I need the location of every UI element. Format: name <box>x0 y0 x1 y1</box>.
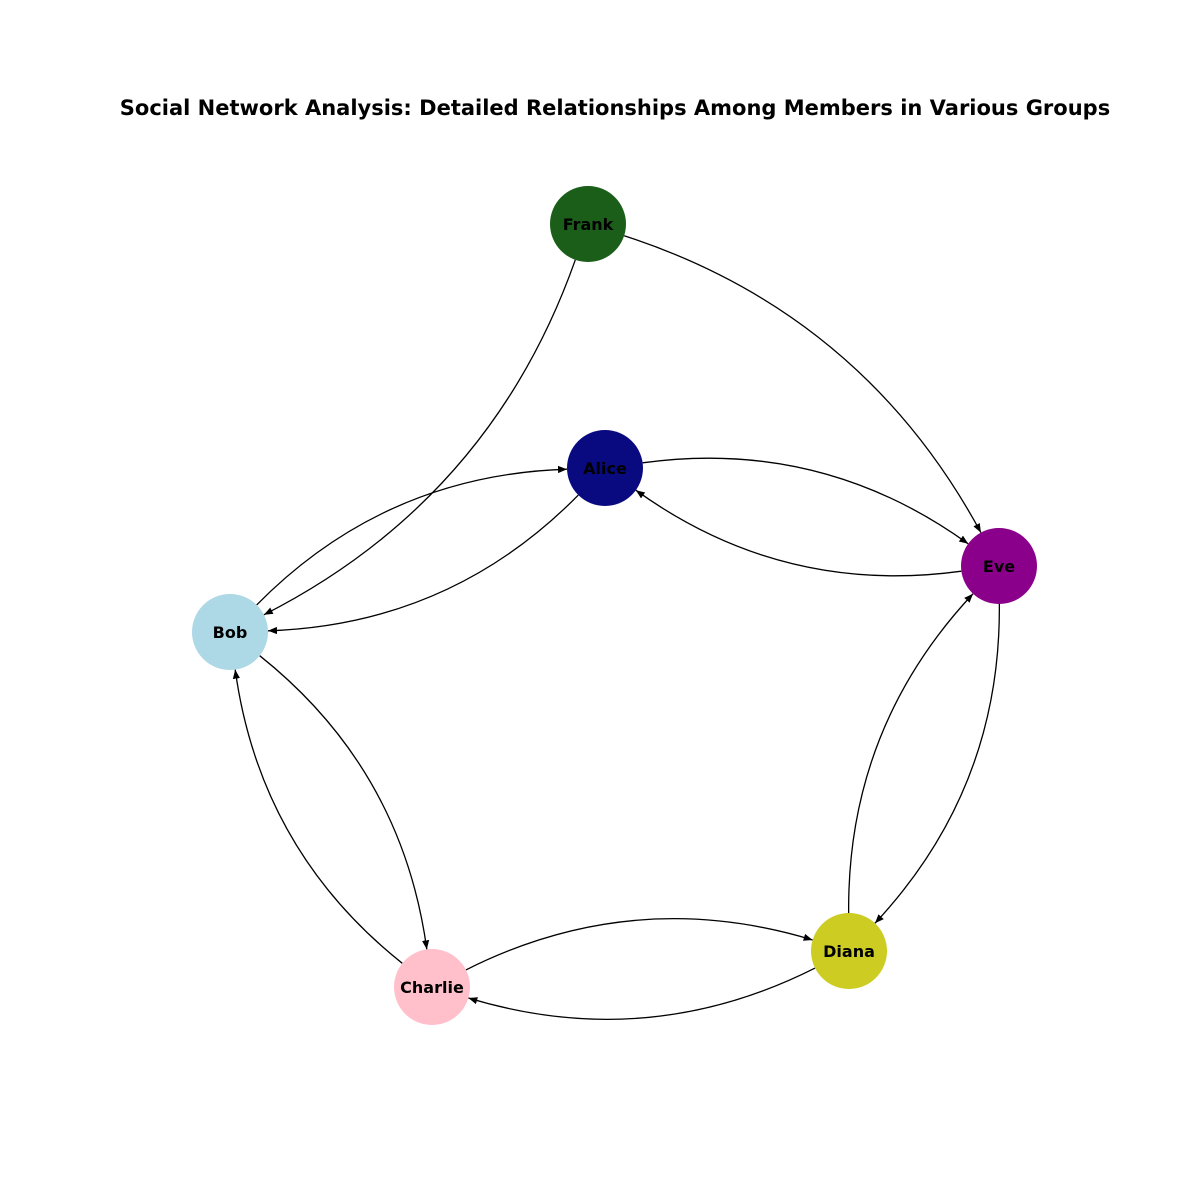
edge-charlie-to-diana <box>465 918 813 971</box>
edge-eve-to-diana <box>874 603 1000 924</box>
edge-diana-to-eve <box>848 593 974 914</box>
node-label-frank: Frank <box>563 215 614 234</box>
edge-frank-to-eve <box>623 235 982 533</box>
node-alice: Alice <box>567 430 643 506</box>
node-circle-bob <box>192 594 268 670</box>
edge-charlie-to-bob <box>232 669 403 964</box>
node-circle-alice <box>567 430 643 506</box>
edge-diana-to-charlie <box>468 967 816 1020</box>
edge-alice-to-eve <box>642 457 969 545</box>
node-circle-charlie <box>394 949 470 1025</box>
node-label-alice: Alice <box>583 459 627 478</box>
node-charlie: Charlie <box>394 949 470 1025</box>
node-bob: Bob <box>192 594 268 670</box>
node-label-bob: Bob <box>213 623 248 642</box>
node-diana: Diana <box>811 913 887 989</box>
edge-frank-to-bob <box>263 259 576 616</box>
node-label-eve: Eve <box>983 557 1015 576</box>
edge-alice-to-bob <box>267 494 579 635</box>
edge-bob-to-charlie <box>259 655 430 950</box>
node-frank: Frank <box>550 186 626 262</box>
node-label-charlie: Charlie <box>400 978 464 997</box>
edge-eve-to-alice <box>635 489 962 577</box>
nodes-layer: Frank Alice Eve Bob Charlie Diana <box>192 186 1037 1025</box>
node-eve: Eve <box>961 528 1037 604</box>
node-label-diana: Diana <box>823 942 875 961</box>
node-circle-diana <box>811 913 887 989</box>
node-circle-frank <box>550 186 626 262</box>
diagram-title: Social Network Analysis: Detailed Relati… <box>119 96 1111 120</box>
edge-bob-to-alice <box>256 465 568 606</box>
node-circle-eve <box>961 528 1037 604</box>
edges-layer <box>232 235 1000 1020</box>
